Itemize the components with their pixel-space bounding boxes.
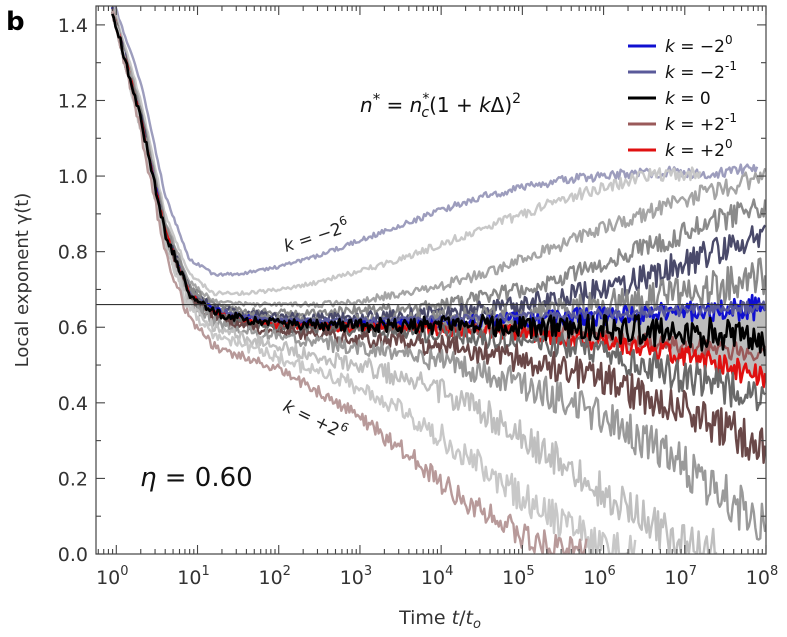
x-axis-label-t: t — [452, 607, 461, 629]
series-line-k-2-3 — [111, 10, 766, 541]
legend-label-exponent: 0 — [725, 137, 733, 151]
legend-label-text: = +2 — [675, 141, 725, 161]
series-layer — [110, 6, 766, 554]
y-tick-label: 0.4 — [58, 393, 88, 415]
x-tick-base: 10 — [665, 567, 689, 589]
legend-label-k: k — [665, 115, 676, 135]
x-axis-label-subscript: o — [473, 617, 481, 632]
x-axis-label-prefix: Time — [398, 607, 452, 629]
x-axis-label-slash: / — [459, 607, 466, 629]
x-tick-label: 106 — [583, 564, 615, 589]
x-tick-exponent: 1 — [201, 564, 209, 579]
x-tick-base: 10 — [583, 567, 607, 589]
y-tick-label: 0.8 — [58, 242, 88, 264]
eta-value: = 0.60 — [156, 463, 252, 493]
series-line-k-0 — [111, 13, 766, 357]
legend-label-k: k — [665, 37, 676, 57]
formula-k: k — [479, 93, 492, 117]
x-axis-label: Time t/to — [398, 607, 481, 632]
eta-annotation: η = 0.60 — [140, 463, 253, 493]
legend-label: k = +2-1 — [665, 111, 737, 135]
legend-label-k: k — [665, 141, 676, 161]
legend-label: k = −20 — [665, 33, 733, 57]
formula-delta: Δ) — [491, 93, 512, 117]
x-tick-exponent: 2 — [283, 564, 291, 579]
formula-square: 2 — [512, 91, 521, 107]
x-tick-exponent: 8 — [770, 564, 778, 579]
x-tick-label: 101 — [177, 564, 209, 589]
formula-nc-sub: c — [421, 105, 429, 121]
x-tick-exponent: 4 — [445, 564, 453, 579]
series-line-k-2-4 — [111, 9, 718, 554]
x-tick-label: 104 — [421, 564, 453, 589]
series-line-k-2-5 — [111, 8, 637, 554]
formula-nc: n — [410, 93, 423, 117]
legend-label-text: = +2 — [675, 115, 725, 135]
series-line-k--2-4 — [111, 6, 766, 309]
formula-star: * — [373, 90, 381, 108]
panel-label: b — [6, 7, 25, 37]
upper-curve-label-sup: 6 — [337, 213, 349, 229]
legend-label-k: k — [665, 89, 676, 109]
x-tick-base: 10 — [177, 567, 201, 589]
eta-symbol: η — [140, 463, 156, 493]
x-tick-base: 10 — [340, 567, 364, 589]
formula-n: n — [360, 93, 373, 117]
legend-label: k = +20 — [665, 137, 733, 161]
legend-label-text: = −2 — [675, 37, 725, 57]
x-tick-base: 10 — [96, 567, 120, 589]
x-tick-base: 10 — [502, 567, 526, 589]
legend-label-exponent: -1 — [725, 59, 737, 73]
formula-eq: = — [380, 93, 409, 117]
legend-label-text: = −2 — [675, 63, 725, 83]
x-tick-label: 103 — [340, 564, 372, 589]
x-tick-label: 107 — [665, 564, 697, 589]
x-tick-exponent: 6 — [608, 564, 616, 579]
x-tick-exponent: 3 — [364, 564, 372, 579]
x-tick-exponent: 0 — [120, 564, 128, 579]
legend-label-k: k — [665, 63, 676, 83]
x-tick-label: 102 — [258, 564, 290, 589]
x-tick-label: 100 — [96, 564, 128, 589]
y-tick-label: 1.4 — [58, 15, 88, 37]
y-axis-ticks: 0.0 0.2 0.4 0.6 0.8 1.0 1.2 1.4 — [58, 15, 766, 566]
formula-nc-sup: * — [422, 91, 429, 107]
legend-label-text: = 0 — [675, 89, 711, 109]
legend: k = −20k = −2-1k = 0k = +2-1k = +20 — [628, 33, 737, 161]
x-axis-ticks: 100 101 102 103 104 105 106 107 108 — [96, 6, 778, 589]
legend-label-exponent: -1 — [725, 111, 737, 125]
x-tick-label: 105 — [502, 564, 534, 589]
y-tick-label: 1.0 — [58, 166, 88, 188]
y-tick-label: 0.2 — [58, 468, 88, 490]
y-tick-label: 0.6 — [58, 317, 88, 339]
x-tick-base: 10 — [421, 567, 445, 589]
legend-label: k = −2-1 — [665, 59, 737, 83]
formula-rest: (1 + — [429, 93, 479, 117]
x-tick-exponent: 5 — [526, 564, 534, 579]
y-tick-label: 1.2 — [58, 90, 88, 112]
y-tick-label: 0.0 — [58, 544, 88, 566]
x-axis-label-t2: t — [465, 607, 474, 629]
x-tick-base: 10 — [258, 567, 282, 589]
formula-annotation: n* = n* c(1 + kΔ)2 — [360, 90, 521, 121]
y-axis-label: Local exponent γ(t) — [12, 193, 33, 368]
lower-curve-label-text: = +2 — [289, 401, 343, 441]
series-line-k--2-3 — [111, 8, 766, 317]
plot-frame — [95, 5, 767, 555]
series-line-k-2-6 — [111, 8, 588, 554]
series-line-k--2-5 — [111, 6, 702, 297]
legend-label: k = 0 — [665, 89, 711, 109]
x-tick-exponent: 7 — [689, 564, 697, 579]
x-tick-base: 10 — [746, 567, 770, 589]
legend-label-exponent: 0 — [725, 33, 733, 47]
x-tick-label: 108 — [746, 564, 778, 589]
